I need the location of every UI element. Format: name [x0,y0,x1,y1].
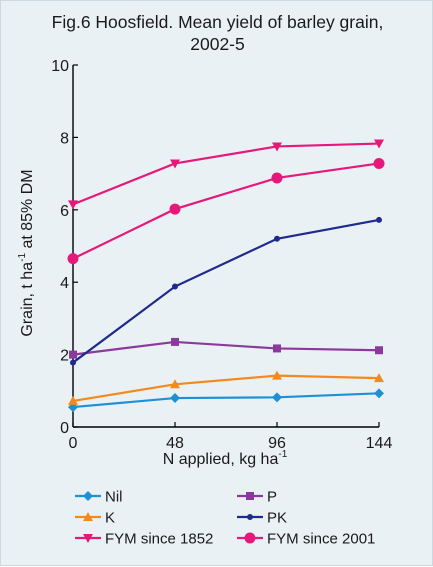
data-point-p [171,337,179,346]
data-point-pk [274,235,280,242]
chart-title: Fig.6 Hoosfield. Mean yield of barley gr… [1,11,433,55]
series-line-p [72,340,380,356]
x-axis-title-text: N applied, kg ha [163,451,279,468]
data-point-fym-since-2001 [271,172,283,184]
legend-label-fym-since-1852: FYM since 1852 [105,531,213,548]
legend-marker-fym-since-1852 [83,534,93,543]
legend-marker-fym-since-2001 [244,532,256,544]
series-line-nil [72,392,380,409]
data-point-fym-since-1852 [68,200,78,210]
data-point-fym-since-1852 [374,139,384,149]
legend-marker-pk [247,514,253,520]
y-axis-title: Grain, t ha-1 at 85% DM [17,169,36,336]
legend-label-pk: PK [267,510,287,527]
data-point-k [170,379,180,389]
series-line-fym-since-2001 [72,162,380,260]
data-point-fym-since-2001 [67,253,79,265]
x-axis-title-sup: -1 [278,449,287,460]
data-point-fym-since-1852 [170,159,180,169]
y-tick-label: 2 [60,348,69,365]
legend-label-fym-since-2001: FYM since 2001 [267,531,375,548]
data-point-k [272,370,282,380]
x-tick-label: 0 [69,435,78,452]
y-tick-label: 6 [60,203,69,220]
series-line-fym-since-1852 [72,142,380,206]
data-point-pk [376,216,382,223]
y-axis-title-suffix: at 85% DM [19,169,36,253]
legend-label-k: K [105,510,115,527]
legend-marker-nil [83,491,93,501]
data-point-fym-since-2001 [373,157,385,169]
data-point-nil [374,388,384,399]
data-point-nil [272,392,282,403]
chart-title-line1: Fig.6 Hoosfield. Mean yield of barley gr… [51,12,384,32]
y-tick-label: 8 [60,130,69,147]
y-tick-label: 0 [60,420,69,437]
data-point-nil [170,393,180,404]
data-point-pk [172,283,178,290]
legend-marker-k [83,512,93,521]
x-axis-title: N applied, kg ha-1 [163,449,288,468]
series-line-pk [72,218,380,364]
legend-label-nil: Nil [105,489,123,506]
y-tick-label: 4 [60,275,69,292]
data-point-p [375,346,383,355]
y-tick-label: 10 [51,58,69,75]
data-point-k [374,373,384,383]
data-point-p [69,350,77,359]
x-tick-label: 48 [166,435,184,452]
y-axis-title-text: Grain, t ha [19,262,36,337]
data-point-fym-since-2001 [169,203,181,215]
x-tick-label: 96 [268,435,286,452]
x-tick-label: 144 [366,435,393,452]
chart-marks [67,139,385,413]
data-point-fym-since-1852 [272,142,282,152]
legend-label-p: P [267,489,277,506]
data-point-p [273,344,281,353]
series-line-k [72,374,380,403]
chart-title-line2: 2002-5 [190,34,245,54]
data-point-k [68,395,78,405]
y-axis-title-sup: -1 [17,253,28,262]
data-point-pk [70,359,76,366]
legend-marker-p [246,492,254,500]
